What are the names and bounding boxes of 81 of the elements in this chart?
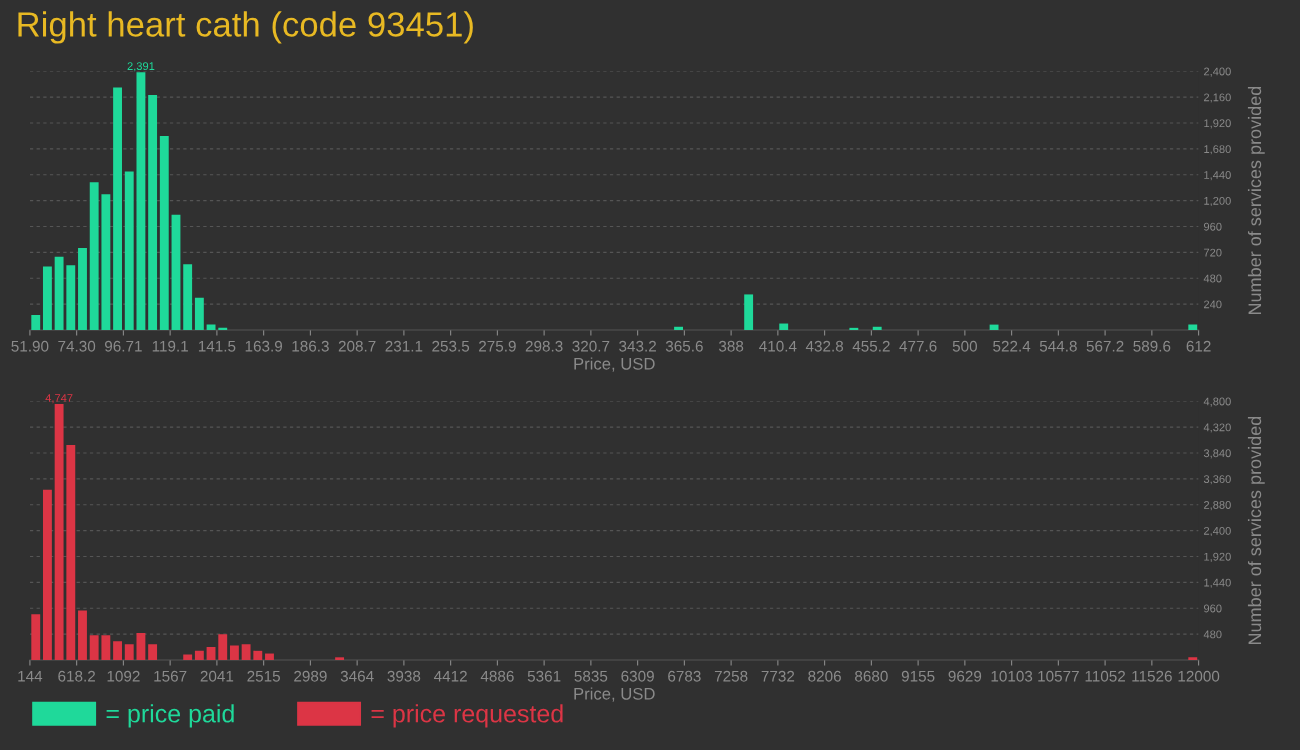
x-tick-label: 544.8 <box>1039 340 1077 352</box>
x-tick-label: 6783 <box>668 670 701 682</box>
x-tick-label: 612 <box>1186 340 1211 352</box>
x-tick-label: 388 <box>718 340 744 352</box>
x-tick-label: 618.2 <box>58 670 95 682</box>
data-label: 4,747 <box>45 394 73 404</box>
x-tick-label: 51.90 <box>11 340 49 352</box>
legend-label: = price requested <box>371 704 563 728</box>
y-tick-label: 960 <box>1203 222 1222 231</box>
x-tick-label: 4886 <box>480 670 514 682</box>
x-tick-label: 4412 <box>433 670 467 682</box>
x-tick-label: 275.9 <box>479 340 516 352</box>
x-tick-label: 589.6 <box>1133 340 1171 352</box>
y-tick-label: 1,920 <box>1204 552 1231 562</box>
x-tick-label: 365.6 <box>665 340 703 352</box>
chart-title: Right heart cath (code 93451) <box>18 11 473 44</box>
y-tick-label: 2,880 <box>1204 501 1231 511</box>
x-tick-label: 477.6 <box>899 340 937 352</box>
y-tick-label: 3,360 <box>1203 475 1231 485</box>
y-tick-label: 1,200 <box>1204 196 1231 207</box>
x-tick-label: 2041 <box>200 670 234 682</box>
y-tick-label: 3,840 <box>1203 449 1231 459</box>
x-tick-label: 2515 <box>247 670 280 682</box>
y-axis-title: Number of services provided <box>1247 86 1265 315</box>
y-tick-label: 4,320 <box>1203 423 1231 433</box>
x-tick-label: 8206 <box>808 670 841 682</box>
y-tick-label: 960 <box>1203 604 1222 613</box>
x-tick-label: 298.3 <box>525 340 563 352</box>
y-tick-label: 1,920 <box>1204 119 1231 129</box>
y-axis-title: Number of services provided <box>1247 416 1265 645</box>
x-tick-label: 5361 <box>527 670 561 682</box>
x-tick-label: 343.2 <box>619 340 656 352</box>
y-tick-label: 480 <box>1203 630 1222 639</box>
x-tick-label: 231.1 <box>385 340 423 352</box>
y-tick-label: 4,800 <box>1203 397 1231 407</box>
x-tick-label: 1567 <box>154 670 187 682</box>
x-tick-label: 455.2 <box>852 340 890 352</box>
x-tick-label: 7732 <box>761 670 795 682</box>
x-tick-label: 320.7 <box>572 340 610 352</box>
x-tick-label: 522.4 <box>993 340 1031 352</box>
x-tick-label: 10577 <box>1038 670 1079 682</box>
x-tick-label: 1092 <box>107 670 140 682</box>
y-tick-label: 1,440 <box>1204 578 1231 588</box>
y-tick-label: 480 <box>1203 274 1222 283</box>
x-tick-label: 432.8 <box>805 340 844 352</box>
x-tick-label: 96.71 <box>105 340 142 352</box>
x-tick-label: 567.2 <box>1086 340 1124 352</box>
legend-label: = price paid <box>106 704 234 728</box>
x-tick-label: 253.5 <box>432 340 470 352</box>
y-tick-label: 1,440 <box>1204 171 1231 181</box>
x-tick-label: 410.4 <box>759 340 797 352</box>
data-label: 2,391 <box>127 62 155 72</box>
y-tick-label: 2,400 <box>1204 67 1231 77</box>
x-tick-label: 186.3 <box>292 340 329 352</box>
x-axis-title: Price, USD <box>574 357 655 372</box>
x-tick-label: 6309 <box>621 670 654 682</box>
x-tick-label: 74.30 <box>58 340 96 352</box>
x-axis-title: Price, USD <box>574 687 655 702</box>
x-tick-label: 9155 <box>901 670 935 682</box>
x-tick-label: 8680 <box>855 670 888 682</box>
x-tick-label: 11052 <box>1085 670 1126 682</box>
x-tick-label: 3938 <box>387 670 421 682</box>
y-tick-label: 720 <box>1204 248 1222 257</box>
y-tick-label: 2,160 <box>1204 93 1231 103</box>
x-tick-label: 2989 <box>294 670 327 682</box>
x-tick-label: 3464 <box>340 670 374 682</box>
x-tick-label: 500 <box>952 340 978 352</box>
y-tick-label: 240 <box>1204 300 1222 309</box>
x-tick-label: 208.7 <box>338 340 376 352</box>
y-tick-label: 2,400 <box>1204 526 1231 537</box>
x-tick-label: 7258 <box>714 670 748 682</box>
y-tick-label: 1,680 <box>1204 145 1231 155</box>
x-tick-label: 10103 <box>991 670 1033 682</box>
x-tick-label: 11526 <box>1132 670 1172 682</box>
x-tick-label: 163.9 <box>245 340 283 352</box>
x-tick-label: 12000 <box>1178 670 1220 682</box>
x-tick-label: 9629 <box>948 670 982 682</box>
x-tick-label: 119.1 <box>152 340 188 352</box>
x-tick-label: 5835 <box>574 670 608 682</box>
x-tick-label: 144 <box>18 670 43 682</box>
x-tick-label: 141.5 <box>198 340 236 352</box>
